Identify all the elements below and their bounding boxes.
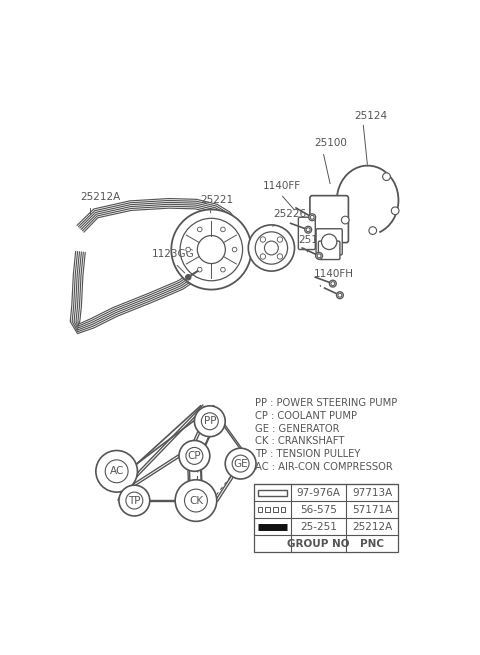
- Text: CK : CRANKSHAFT: CK : CRANKSHAFT: [255, 436, 345, 446]
- Text: GROUP NO: GROUP NO: [287, 538, 349, 549]
- Circle shape: [96, 451, 137, 492]
- Circle shape: [309, 214, 316, 221]
- Text: 25212A: 25212A: [352, 522, 393, 532]
- Bar: [254, 485, 398, 552]
- Circle shape: [184, 489, 207, 512]
- Circle shape: [264, 241, 278, 255]
- Text: GE : GENERATOR: GE : GENERATOR: [255, 424, 340, 434]
- Circle shape: [105, 460, 128, 483]
- Text: 25125A: 25125A: [299, 234, 338, 244]
- Circle shape: [322, 234, 337, 250]
- Circle shape: [186, 274, 191, 280]
- Text: GE: GE: [233, 458, 248, 468]
- Circle shape: [221, 227, 225, 232]
- FancyBboxPatch shape: [310, 196, 348, 242]
- Text: CP: CP: [188, 451, 201, 461]
- Text: 25-251: 25-251: [300, 522, 337, 532]
- Text: PNC: PNC: [360, 538, 384, 549]
- Circle shape: [331, 282, 335, 286]
- Circle shape: [277, 253, 283, 259]
- Text: 25221: 25221: [200, 195, 233, 205]
- Circle shape: [310, 215, 314, 219]
- Circle shape: [175, 479, 217, 521]
- Circle shape: [126, 492, 143, 509]
- Circle shape: [225, 448, 256, 479]
- Circle shape: [317, 254, 321, 258]
- Circle shape: [338, 293, 342, 297]
- Circle shape: [232, 455, 249, 472]
- Text: 25212A: 25212A: [81, 193, 120, 202]
- Bar: [281, 508, 285, 512]
- Circle shape: [369, 227, 377, 234]
- Bar: [273, 508, 277, 512]
- Text: PP: PP: [204, 416, 216, 426]
- Circle shape: [194, 406, 225, 437]
- Circle shape: [277, 237, 283, 242]
- Circle shape: [306, 228, 310, 232]
- Text: PP : POWER STEERING PUMP: PP : POWER STEERING PUMP: [255, 398, 397, 408]
- Bar: [258, 508, 262, 512]
- Circle shape: [329, 280, 336, 287]
- Text: 1140FH: 1140FH: [314, 269, 354, 279]
- Circle shape: [197, 267, 202, 272]
- Bar: [258, 490, 287, 496]
- Text: AC : AIR-CON COMPRESSOR: AC : AIR-CON COMPRESSOR: [255, 462, 393, 472]
- Text: 25226: 25226: [273, 209, 306, 219]
- Circle shape: [180, 218, 242, 281]
- Text: TP: TP: [128, 496, 141, 506]
- Circle shape: [260, 253, 265, 259]
- Circle shape: [186, 447, 203, 464]
- Text: TP : TENSION PULLEY: TP : TENSION PULLEY: [255, 449, 360, 459]
- Bar: [265, 508, 270, 512]
- Text: 57171A: 57171A: [352, 505, 393, 515]
- Circle shape: [171, 210, 252, 290]
- Text: 97-976A: 97-976A: [296, 488, 340, 498]
- Text: AC: AC: [109, 466, 124, 476]
- Text: 25100: 25100: [314, 138, 347, 149]
- Circle shape: [248, 225, 295, 271]
- Circle shape: [119, 485, 150, 516]
- Circle shape: [316, 252, 323, 259]
- FancyBboxPatch shape: [299, 217, 315, 250]
- Circle shape: [197, 227, 202, 232]
- Text: 1140FF: 1140FF: [263, 181, 301, 191]
- Circle shape: [232, 247, 237, 252]
- FancyBboxPatch shape: [316, 229, 342, 255]
- Circle shape: [221, 267, 225, 272]
- Text: 97713A: 97713A: [352, 488, 393, 498]
- Circle shape: [186, 247, 191, 252]
- Circle shape: [383, 173, 390, 181]
- Circle shape: [255, 232, 288, 264]
- Circle shape: [391, 207, 399, 215]
- Circle shape: [179, 441, 210, 472]
- Circle shape: [197, 236, 226, 263]
- FancyBboxPatch shape: [318, 241, 340, 259]
- Circle shape: [336, 291, 343, 299]
- Text: CK: CK: [189, 496, 203, 506]
- Text: 56-575: 56-575: [300, 505, 337, 515]
- Circle shape: [201, 413, 218, 430]
- Text: CP : COOLANT PUMP: CP : COOLANT PUMP: [255, 411, 357, 421]
- Text: 25124: 25124: [354, 111, 387, 121]
- Circle shape: [305, 226, 312, 233]
- Circle shape: [341, 216, 349, 224]
- Text: 1123GG: 1123GG: [152, 250, 195, 259]
- Circle shape: [260, 237, 265, 242]
